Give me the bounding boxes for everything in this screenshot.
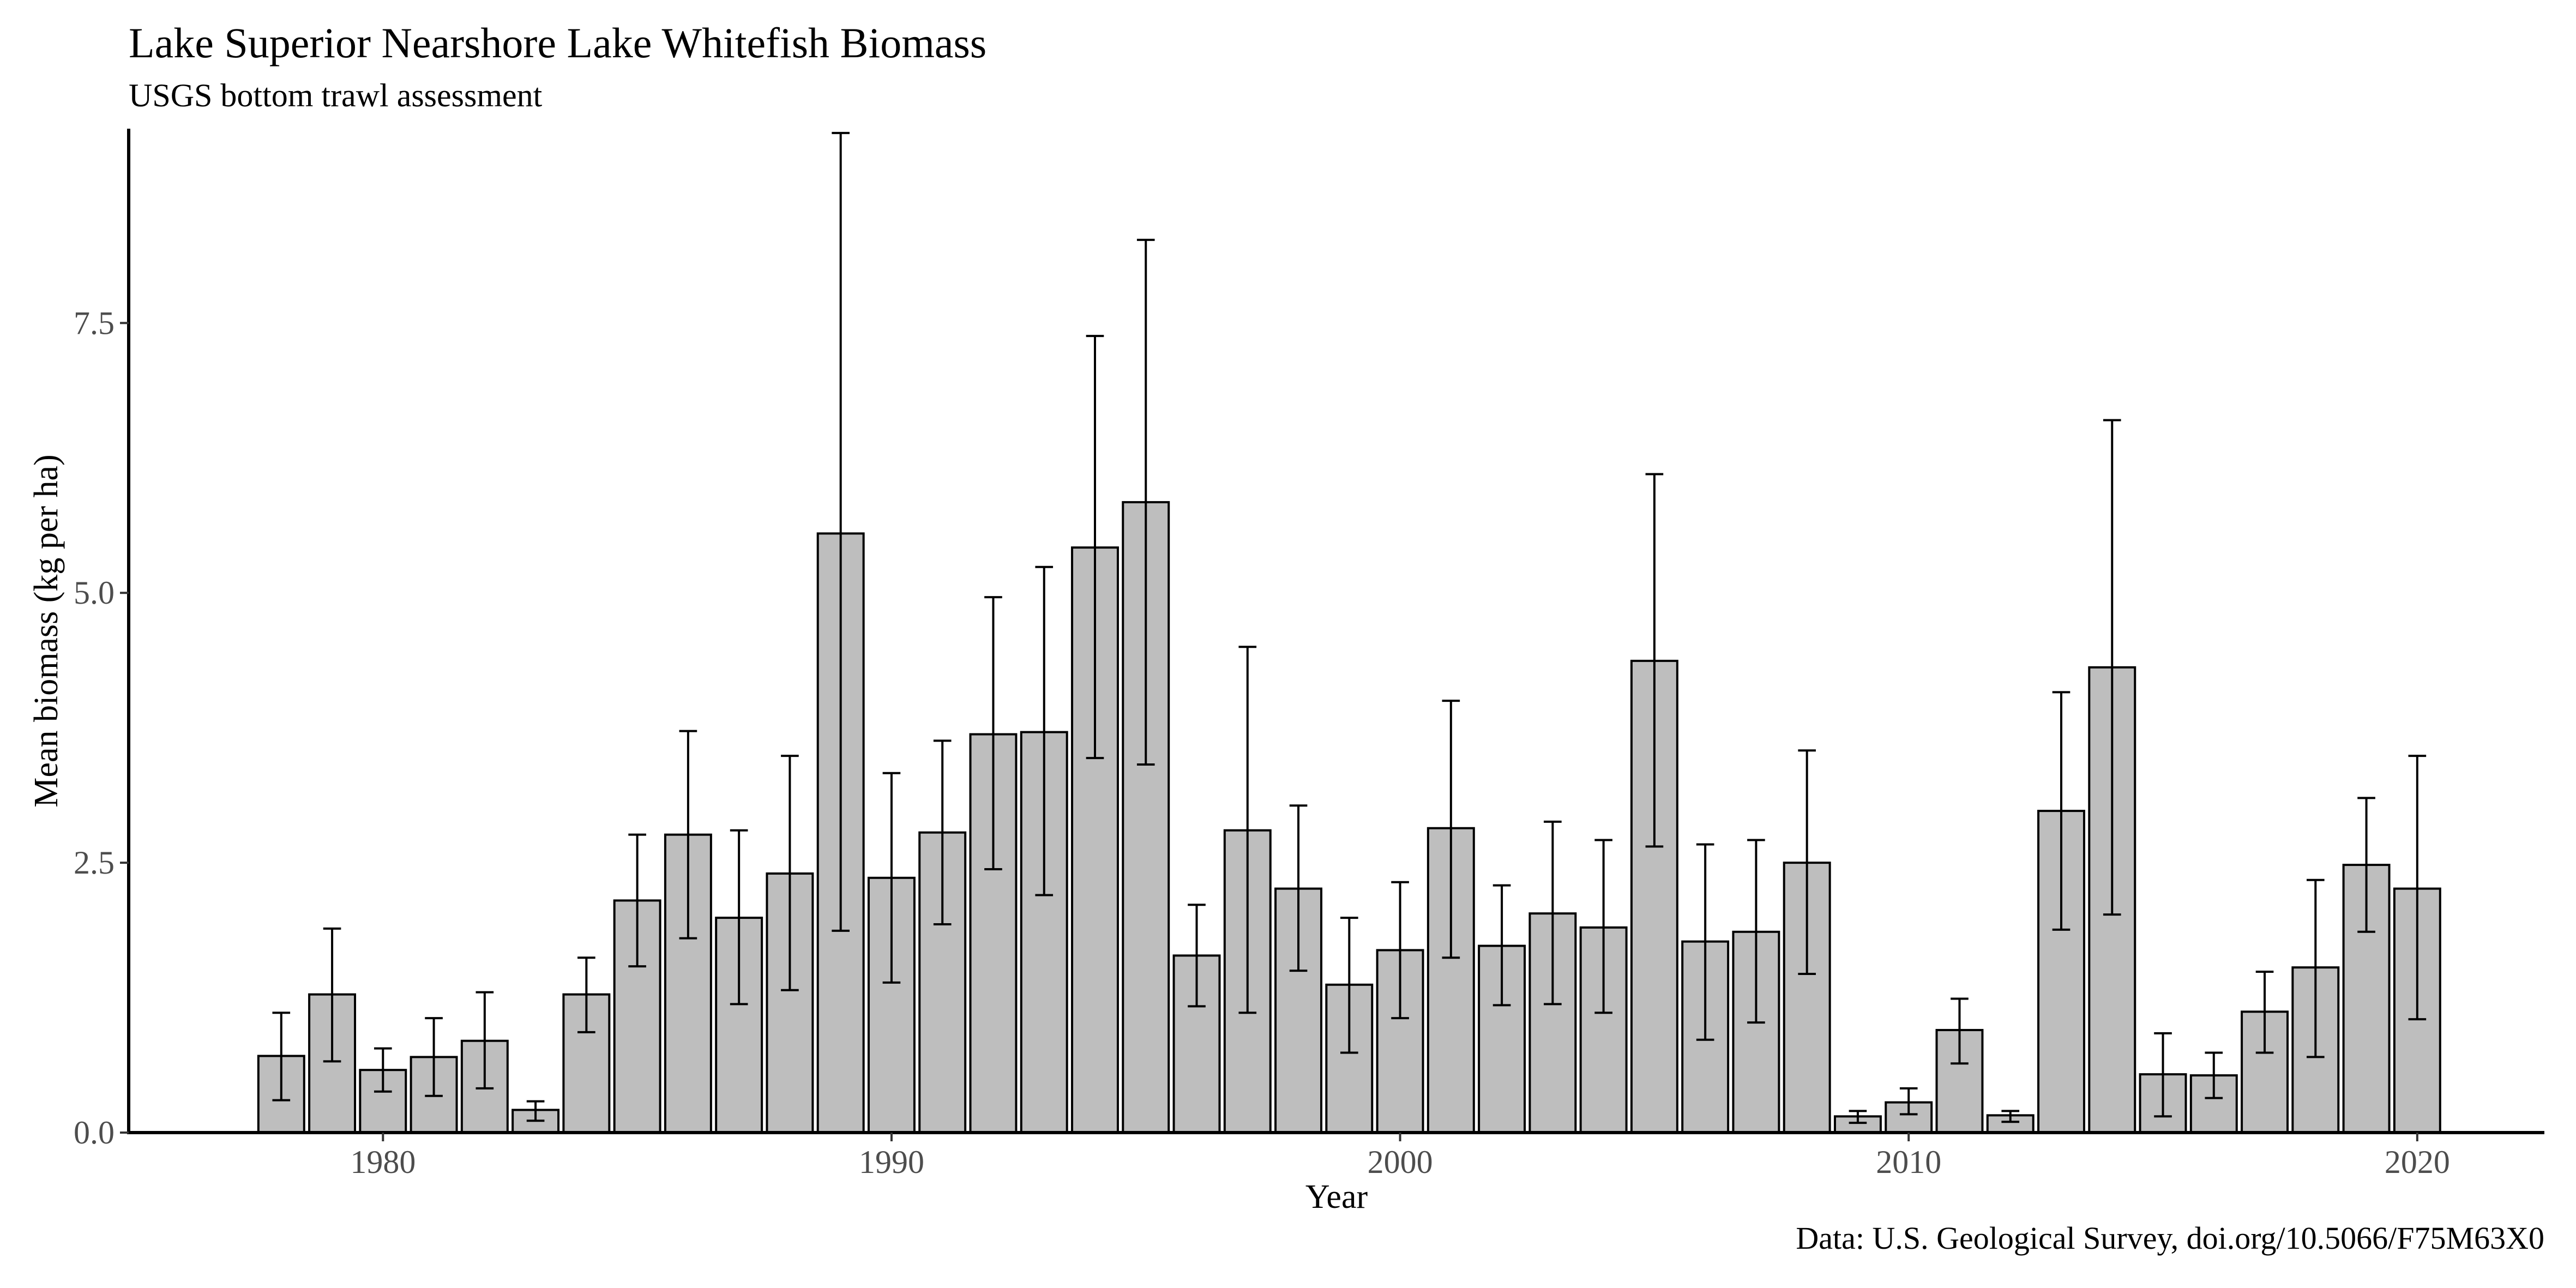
x-tick-label: 2010 bbox=[1876, 1144, 1941, 1180]
error-bar-2016 bbox=[2205, 1051, 2223, 1099]
bars-layer bbox=[257, 501, 2441, 1134]
chart-title: Lake Superior Nearshore Lake Whitefish B… bbox=[129, 19, 987, 67]
error-bar-2006 bbox=[1696, 843, 1714, 1041]
error-bars-layer bbox=[272, 131, 2427, 1124]
y-ticks-layer: 0.0 2.5 5.0 7.5 bbox=[74, 305, 129, 1151]
error-bar-2004 bbox=[1594, 839, 1612, 1014]
error-bar-2011 bbox=[1951, 997, 1969, 1065]
x-tick-label: 1990 bbox=[859, 1144, 924, 1180]
error-bar-1988 bbox=[781, 755, 799, 991]
error-bar-2019 bbox=[2357, 797, 2375, 933]
error-bar-1997 bbox=[1238, 646, 1257, 1014]
bar-1998 bbox=[1274, 887, 1323, 1134]
y-tick-label: 7.5 bbox=[74, 305, 115, 341]
bar-2016 bbox=[2189, 1074, 2238, 1134]
error-bar-2005 bbox=[1645, 473, 1664, 848]
x-ticks-layer: 1980 1990 2000 2010 2020 bbox=[350, 1133, 2450, 1180]
error-bar-1983 bbox=[526, 1100, 545, 1122]
y-tick-label: 0.0 bbox=[74, 1115, 115, 1151]
y-axis-title: Mean biomass (kg per ha) bbox=[28, 454, 65, 807]
error-bar-2015 bbox=[2154, 1032, 2172, 1118]
error-bar-1998 bbox=[1289, 804, 1308, 972]
error-bar-1990 bbox=[882, 772, 901, 984]
error-bar-1986 bbox=[679, 730, 697, 940]
error-bar-1980 bbox=[374, 1047, 392, 1093]
chart-subtitle: USGS bottom trawl assessment bbox=[129, 77, 543, 113]
error-bar-1994 bbox=[1086, 335, 1104, 760]
error-bar-2008 bbox=[1798, 749, 1816, 976]
error-bar-1995 bbox=[1136, 238, 1155, 766]
error-bar-1982 bbox=[476, 991, 494, 1090]
error-bar-1979 bbox=[323, 927, 341, 1063]
error-bar-1996 bbox=[1188, 904, 1206, 1008]
error-bar-2000 bbox=[1391, 881, 1409, 1020]
error-bar-2012 bbox=[2001, 1110, 2020, 1123]
error-bar-2002 bbox=[1492, 884, 1511, 1007]
error-bar-2010 bbox=[1899, 1087, 1918, 1116]
x-tick-label: 2020 bbox=[2385, 1144, 2450, 1180]
chart-caption: Data: U.S. Geological Survey, doi.org/10… bbox=[1796, 1220, 2544, 1256]
error-bar-1987 bbox=[730, 829, 748, 1006]
error-bar-2017 bbox=[2255, 971, 2274, 1054]
error-bar-2018 bbox=[2306, 878, 2325, 1058]
error-bar-2001 bbox=[1442, 700, 1460, 959]
error-bar-1992 bbox=[984, 596, 1002, 870]
bar-2002 bbox=[1478, 944, 1526, 1134]
error-bar-1985 bbox=[628, 833, 646, 968]
error-bar-1978 bbox=[272, 1012, 291, 1102]
error-bar-1991 bbox=[933, 739, 952, 925]
y-tick-label: 5.0 bbox=[74, 575, 115, 611]
error-bar-1993 bbox=[1035, 565, 1054, 896]
bar-2009 bbox=[1833, 1115, 1882, 1134]
error-bar-2007 bbox=[1747, 839, 1765, 1024]
error-bar-2014 bbox=[2103, 419, 2121, 916]
error-bar-2003 bbox=[1544, 820, 1562, 1006]
error-bar-1981 bbox=[425, 1017, 443, 1097]
error-bar-2020 bbox=[2408, 755, 2427, 1021]
error-bar-2013 bbox=[2052, 691, 2071, 931]
x-tick-label: 2000 bbox=[1368, 1144, 1433, 1180]
x-axis-title: Year bbox=[1305, 1178, 1368, 1215]
x-tick-label: 1980 bbox=[350, 1144, 416, 1180]
error-bar-1999 bbox=[1340, 917, 1358, 1054]
error-bar-1984 bbox=[577, 956, 595, 1033]
error-bar-1989 bbox=[832, 131, 850, 932]
error-bar-2009 bbox=[1849, 1110, 1867, 1124]
y-tick-label: 2.5 bbox=[74, 845, 115, 881]
